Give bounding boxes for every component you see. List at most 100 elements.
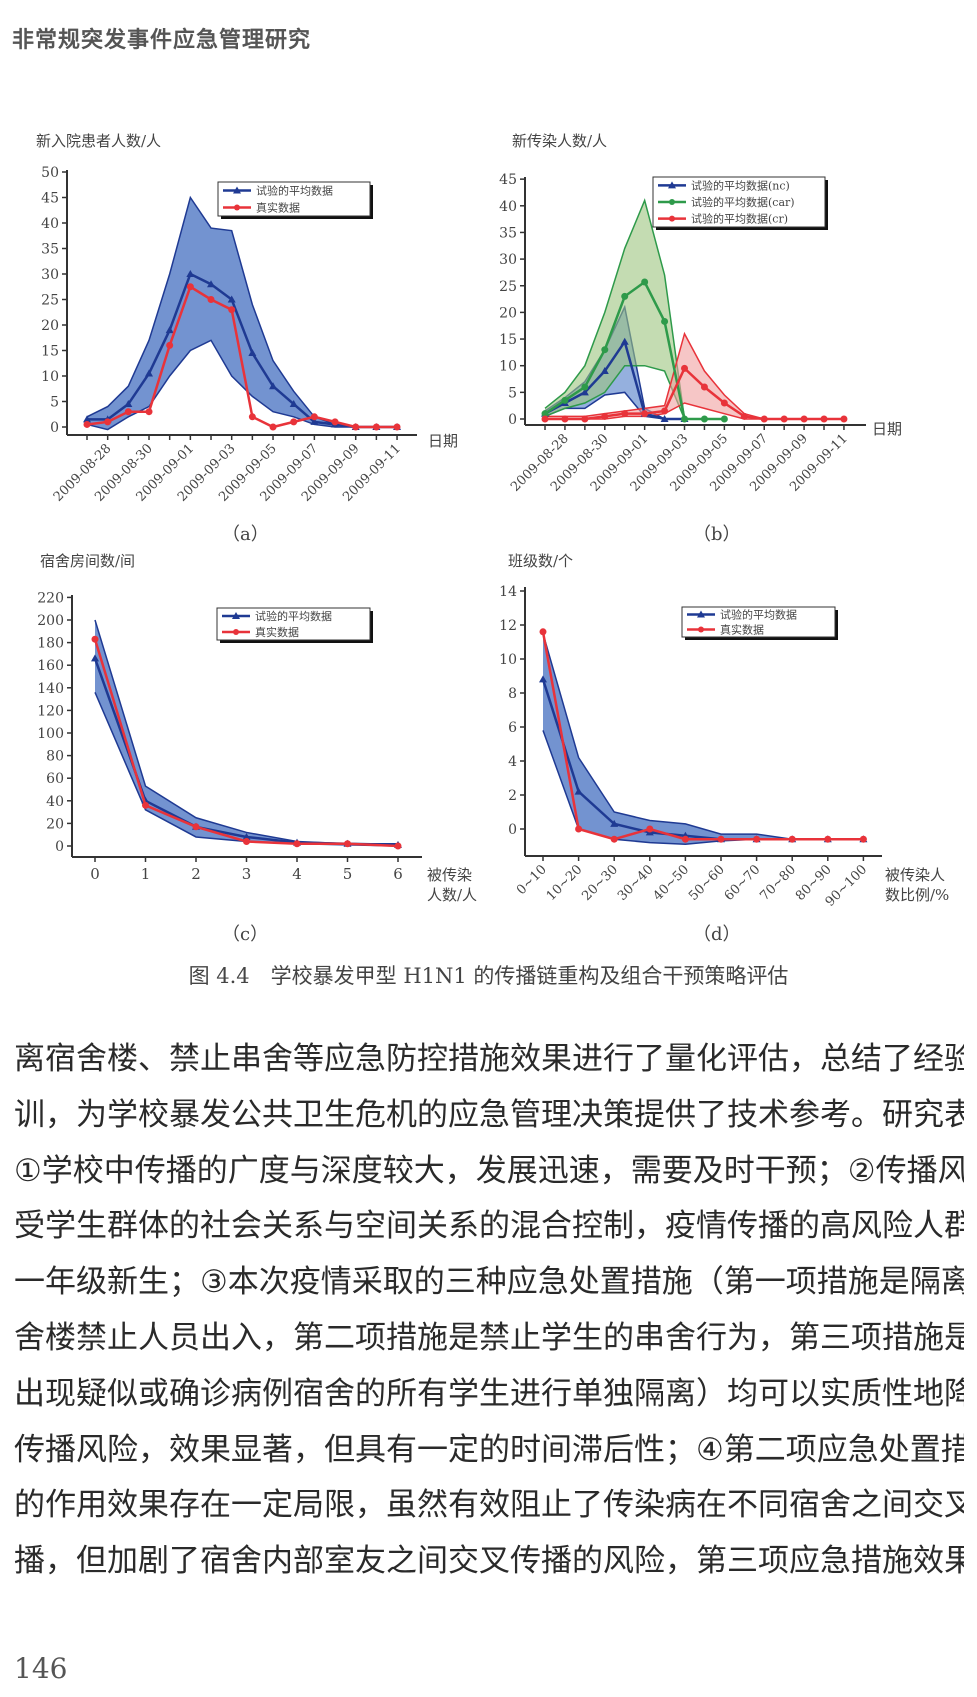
x-tick-label: 30~40 — [615, 862, 657, 904]
body-line: 离宿舍楼、禁止串舍等应急防控措施效果进行了量化评估，总结了经验教 — [14, 1041, 964, 1077]
y-tick-label: 10 — [499, 359, 517, 375]
data-point — [394, 842, 402, 850]
y-tick-label: 0 — [508, 822, 517, 838]
data-point — [165, 326, 174, 334]
data-point — [186, 283, 194, 291]
data-point — [91, 635, 99, 643]
data-point — [561, 396, 569, 404]
data-point — [601, 346, 609, 354]
y-tick-label: 15 — [499, 332, 517, 348]
x-axis-title: 人数/人 — [427, 886, 477, 904]
chart-panel-a: 051015202530354045502009-08-282009-08-30… — [36, 132, 458, 545]
legend-label: 真实数据 — [256, 201, 300, 215]
data-point — [186, 270, 195, 277]
legend-box — [216, 607, 371, 641]
data-point — [124, 408, 132, 416]
y-tick-label: 5 — [508, 385, 517, 401]
y-tick-label: 10 — [499, 652, 517, 668]
figure-caption: 图 4.4 学校暴发甲型 H1N1 的传播链重构及组合干预策略评估 — [188, 964, 789, 988]
data-point — [243, 837, 250, 845]
figure-4-4-charts: 051015202530354045502009-08-282009-08-30… — [36, 132, 949, 945]
x-tick-label: 4 — [292, 865, 302, 883]
data-point — [145, 369, 154, 377]
y-tick-label: 45 — [499, 172, 517, 188]
legend-label: 试验的平均数据(car) — [691, 195, 795, 209]
series-line — [545, 366, 844, 421]
legend-label: 试验的平均数据(nc) — [691, 178, 790, 192]
confidence-band — [545, 200, 725, 419]
x-axis-title: 日期 — [428, 432, 458, 450]
confidence-band — [543, 633, 864, 845]
y-tick-label: 30 — [499, 252, 517, 268]
panel-label: （a） — [222, 524, 269, 545]
data-point — [740, 412, 748, 420]
body-line: 受学生群体的社会关系与空间关系的混合控制，疫情传播的高风险人群是 — [14, 1208, 964, 1245]
body-line: 舍楼禁止人员出入，第二项措施是禁止学生的串舍行为，第三项措施是对 — [14, 1319, 964, 1356]
data-point — [352, 423, 360, 431]
chart-panel-c: 0 20 40 60 80 100 120 140 160 180 200 220 0 1 2 3 4 5 6 宿舍房… — [37, 552, 477, 945]
data-point — [393, 423, 401, 431]
data-point — [166, 341, 174, 349]
x-tick-label: 40~50 — [651, 862, 693, 904]
data-point — [269, 423, 277, 431]
legend-marker — [232, 612, 240, 619]
data-point — [310, 413, 318, 421]
data-point — [207, 296, 215, 303]
y-tick-label: 40 — [499, 199, 517, 215]
x-tick-label: 0 — [90, 865, 100, 883]
panel-label: （b） — [693, 524, 741, 545]
x-tick-label: 10~20 — [544, 862, 586, 904]
y-tick-label: 50 — [41, 165, 59, 181]
body-line: 一年级新生；③本次疫情采取的三种应急处置措施（第一项措施是隔离宿 — [14, 1264, 964, 1301]
data-point — [192, 823, 200, 831]
data-point — [840, 415, 848, 423]
x-axis-title: 被传染 — [427, 866, 472, 884]
legend-label: 试验的平均数据 — [256, 184, 333, 198]
y-tick-label: 200 — [37, 613, 64, 629]
y-tick-label: 20 — [499, 305, 517, 321]
data-point — [859, 835, 867, 843]
data-point — [83, 415, 91, 423]
x-tick-label: 3 — [242, 865, 252, 883]
band-upper-line — [94, 619, 398, 845]
data-point — [681, 364, 689, 372]
y-tick-label: 180 — [37, 636, 64, 652]
y-tick-label: 220 — [37, 590, 64, 606]
x-tick-label: 70~80 — [757, 862, 799, 904]
data-point — [641, 410, 649, 418]
y-tick-label: 120 — [37, 703, 64, 719]
data-point — [207, 280, 216, 288]
body-line: 出现疑似或确诊病例宿舍的所有学生进行单独隔离）均可以实质性地降低 — [14, 1375, 964, 1412]
y-tick-label: 40 — [41, 216, 59, 232]
data-point — [541, 410, 549, 418]
x-tick-label: 1 — [141, 865, 151, 883]
data-point — [581, 415, 589, 423]
body-line: 的作用效果存在一定局限，虽然有效阻止了传染病在不同宿舍之间交叉传 — [14, 1487, 964, 1524]
data-point — [269, 382, 278, 390]
y-tick-label: 35 — [41, 242, 59, 258]
confidence-band — [95, 620, 398, 846]
legend-marker — [698, 626, 704, 633]
y-tick-label: 0 — [55, 839, 64, 855]
body-line: ①学校中传播的广度与深度较大，发展迅速，需要及时干预；②传播风险 — [14, 1152, 964, 1189]
body-line: 训，为学校暴发公共卫生危机的应急管理决策提供了技术参考。研究表明： — [14, 1096, 964, 1133]
data-point — [780, 415, 788, 423]
y-tick-label: 40 — [46, 794, 64, 810]
panel-label: （d） — [693, 924, 741, 945]
legend-marker — [234, 204, 240, 211]
data-point — [620, 337, 629, 345]
data-point — [372, 423, 380, 431]
data-point — [621, 292, 629, 300]
y-axis-title: 新入院患者人数/人 — [36, 132, 161, 150]
data-point — [610, 835, 618, 843]
body-paragraph: 离宿舍楼、禁止串舍等应急防控措施效果进行了量化评估，总结了经验教 训，为学校暴发… — [14, 1032, 964, 1590]
legend-label: 试验的平均数据(cr) — [691, 212, 788, 226]
y-axis-title: 新传染人数/人 — [512, 132, 607, 150]
data-point — [539, 628, 547, 636]
y-tick-label: 10 — [41, 369, 59, 385]
y-tick-label: 8 — [508, 686, 517, 702]
legend-marker — [697, 610, 705, 618]
data-point — [228, 306, 236, 314]
panel-label: （c） — [222, 924, 268, 945]
